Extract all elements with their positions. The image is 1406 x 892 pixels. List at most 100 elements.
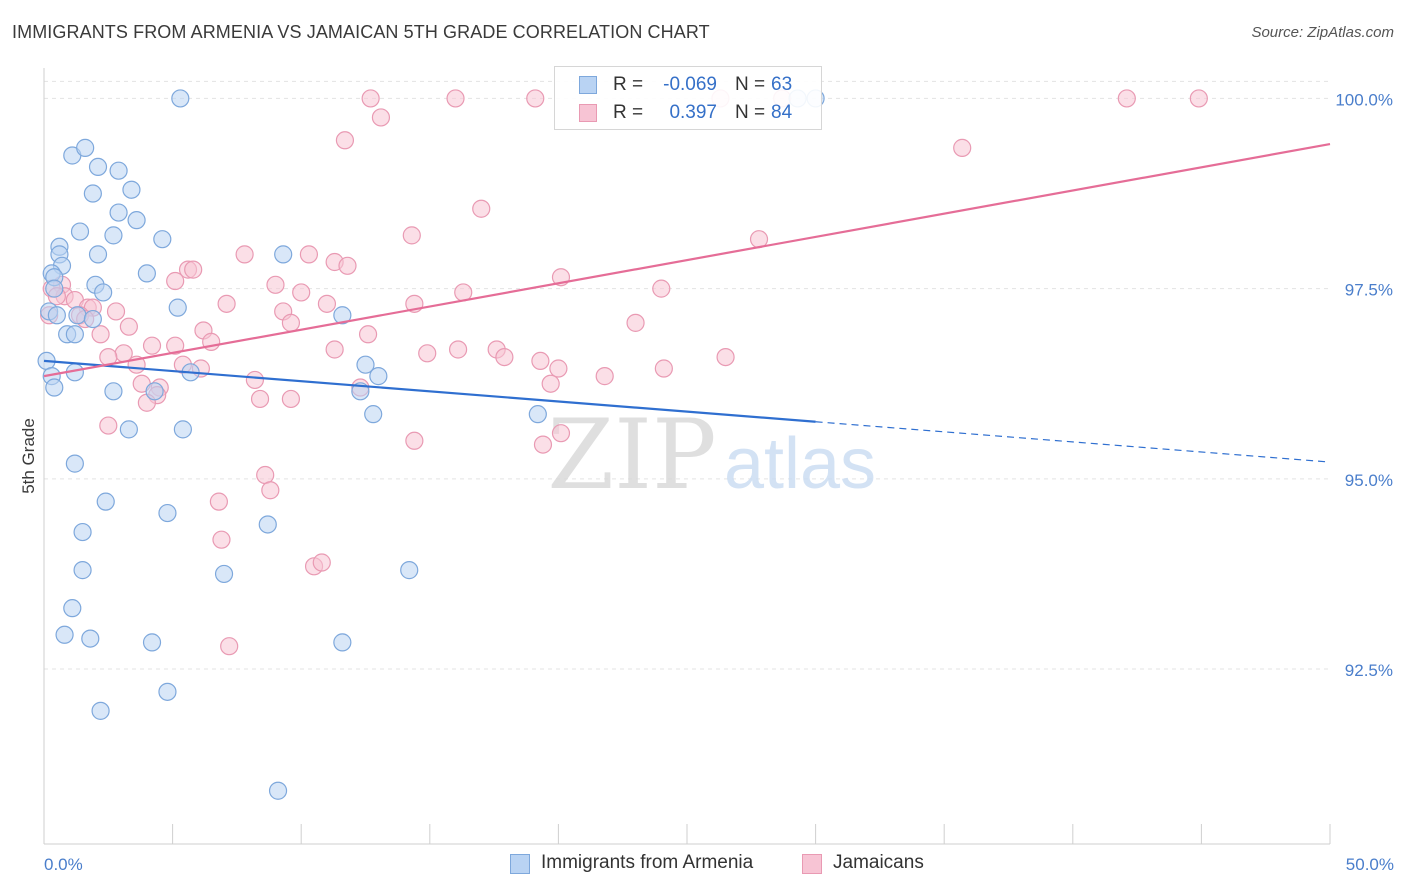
point-jamaicans xyxy=(212,530,231,549)
point-jamaicans xyxy=(335,131,355,150)
y-axis-label: 5th Grade xyxy=(19,418,38,494)
point-armenia xyxy=(142,633,162,652)
point-jamaicans xyxy=(312,553,331,572)
point-armenia xyxy=(76,138,95,157)
point-armenia xyxy=(45,378,64,397)
point-jamaicans xyxy=(220,637,239,656)
point-armenia xyxy=(73,561,92,580)
y-tick-labels: 92.5% 95.0% 97.5% 100.0% xyxy=(1335,90,1393,680)
series-legend-swatch-armenia xyxy=(510,854,530,874)
source-label: Source: ZipAtlas.com xyxy=(1251,24,1394,41)
point-armenia xyxy=(47,306,66,325)
point-armenia xyxy=(356,355,375,374)
legend-n-label: N = xyxy=(735,102,766,123)
legend-r-label: R = xyxy=(613,102,644,123)
x-tick-marks xyxy=(43,824,1331,844)
series-legend-label-jamaicans: Jamaicans xyxy=(833,852,924,873)
point-jamaicans xyxy=(371,108,391,127)
point-armenia xyxy=(104,226,123,245)
point-armenia xyxy=(70,222,90,241)
y-tick-label: 95.0% xyxy=(1345,471,1393,490)
point-jamaicans xyxy=(626,313,645,332)
point-jamaicans xyxy=(266,275,285,294)
point-jamaicans xyxy=(184,260,203,279)
legend-n-value: 63 xyxy=(771,74,793,95)
y-tick-label: 97.5% xyxy=(1345,281,1393,300)
point-armenia xyxy=(274,245,293,264)
point-jamaicans xyxy=(953,138,972,157)
point-armenia xyxy=(68,306,87,325)
point-armenia xyxy=(173,420,192,439)
point-armenia xyxy=(81,629,100,648)
point-armenia xyxy=(119,420,138,439)
x-tick-label-max: 50.0% xyxy=(1346,855,1394,874)
point-jamaicans xyxy=(541,374,560,393)
point-jamaicans xyxy=(142,336,162,355)
point-armenia xyxy=(214,564,234,584)
point-jamaicans xyxy=(250,389,270,409)
y-tick-label: 100.0% xyxy=(1335,90,1393,109)
point-armenia xyxy=(96,492,115,511)
point-armenia xyxy=(73,522,92,542)
point-jamaicans xyxy=(1189,89,1208,108)
trend-line-armenia xyxy=(43,359,816,423)
point-jamaicans xyxy=(654,359,673,378)
point-jamaicans xyxy=(595,367,614,386)
point-armenia xyxy=(400,561,419,580)
point-armenia xyxy=(88,245,108,264)
point-jamaicans xyxy=(91,325,110,344)
point-armenia xyxy=(158,682,177,701)
point-armenia xyxy=(104,382,123,401)
y-tick-label: 92.5% xyxy=(1345,661,1393,680)
point-jamaicans xyxy=(325,340,344,359)
stats-legend: R = -0.069 N = 63 R = 0.397 N = 84 xyxy=(554,66,822,130)
legend-r-value: 0.397 xyxy=(669,102,717,123)
legend-swatch-jamaicans xyxy=(579,104,597,122)
point-armenia xyxy=(63,599,82,618)
watermark: ZIP atlas xyxy=(547,399,876,511)
series-legend-label-armenia: Immigrants from Armenia xyxy=(541,852,754,873)
legend-r-value: -0.069 xyxy=(663,74,717,95)
point-armenia xyxy=(109,161,128,180)
legend-n-value: 84 xyxy=(771,102,793,123)
point-jamaicans xyxy=(99,416,118,435)
point-jamaicans xyxy=(446,89,465,108)
point-jamaicans xyxy=(292,283,311,302)
point-jamaicans xyxy=(526,89,545,108)
trend-line-jamaicans xyxy=(43,142,1331,378)
point-armenia xyxy=(88,157,108,177)
point-armenia xyxy=(168,298,187,317)
point-jamaicans xyxy=(361,89,380,108)
point-jamaicans xyxy=(448,340,468,359)
point-jamaicans xyxy=(716,347,735,367)
trend-line-armenia-extension xyxy=(815,421,1331,463)
point-armenia xyxy=(145,382,164,401)
series-legend-swatch-jamaicans xyxy=(802,854,822,874)
point-jamaicans xyxy=(235,245,254,264)
point-armenia xyxy=(65,325,84,344)
point-armenia xyxy=(94,283,113,302)
point-jamaicans xyxy=(358,325,378,344)
chart-title: IMMIGRANTS FROM ARMENIA VS JAMAICAN 5TH … xyxy=(12,22,710,42)
point-jamaicans xyxy=(495,347,514,367)
point-jamaicans xyxy=(261,481,280,500)
point-armenia xyxy=(137,264,156,283)
point-armenia xyxy=(158,503,177,523)
point-armenia xyxy=(153,230,172,249)
legend-r-label: R = xyxy=(613,74,644,95)
point-jamaicans xyxy=(549,359,568,378)
point-jamaicans xyxy=(119,317,138,336)
point-jamaicans xyxy=(281,313,301,332)
point-jamaicans xyxy=(217,294,236,313)
point-jamaicans xyxy=(652,279,671,298)
legend-n-label: N = xyxy=(735,74,766,95)
point-jamaicans xyxy=(245,370,265,390)
point-armenia xyxy=(83,309,102,329)
point-armenia xyxy=(45,279,64,298)
point-jamaicans xyxy=(338,256,357,275)
point-jamaicans xyxy=(531,351,550,371)
point-armenia xyxy=(65,454,84,473)
point-jamaicans xyxy=(166,336,185,355)
point-armenia xyxy=(268,781,288,800)
point-armenia xyxy=(333,306,352,325)
